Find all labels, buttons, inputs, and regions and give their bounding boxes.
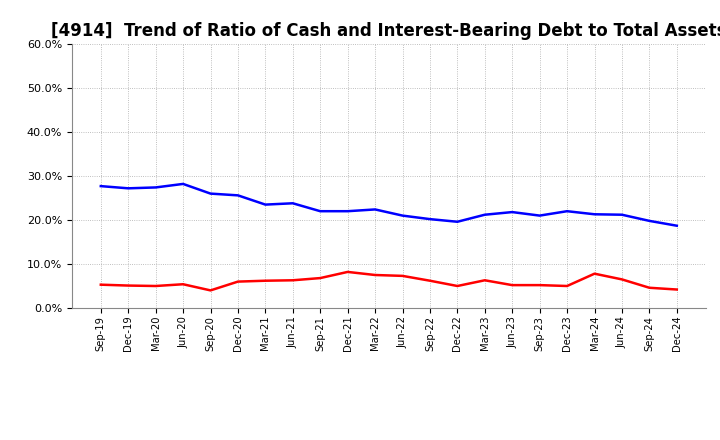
Interest-Bearing Debt: [508, 209, 516, 215]
Interest-Bearing Debt: [289, 201, 297, 206]
Cash: [672, 287, 681, 292]
Cash: [536, 282, 544, 288]
Interest-Bearing Debt: [124, 186, 132, 191]
Cash: [480, 278, 489, 283]
Cash: [289, 278, 297, 283]
Cash: [179, 282, 187, 287]
Cash: [124, 283, 132, 288]
Cash: [371, 272, 379, 278]
Cash: [426, 278, 434, 283]
Cash: [645, 285, 654, 290]
Cash: [343, 269, 352, 275]
Interest-Bearing Debt: [590, 212, 599, 217]
Interest-Bearing Debt: [672, 223, 681, 228]
Title: [4914]  Trend of Ratio of Cash and Interest-Bearing Debt to Total Assets: [4914] Trend of Ratio of Cash and Intere…: [51, 22, 720, 40]
Cash: [618, 277, 626, 282]
Interest-Bearing Debt: [426, 216, 434, 222]
Interest-Bearing Debt: [563, 209, 572, 214]
Interest-Bearing Debt: [233, 193, 242, 198]
Interest-Bearing Debt: [645, 218, 654, 224]
Cash: [151, 283, 160, 289]
Line: Cash: Cash: [101, 272, 677, 290]
Interest-Bearing Debt: [343, 209, 352, 214]
Cash: [206, 288, 215, 293]
Cash: [96, 282, 105, 287]
Cash: [233, 279, 242, 284]
Cash: [316, 275, 325, 281]
Interest-Bearing Debt: [206, 191, 215, 196]
Interest-Bearing Debt: [453, 219, 462, 224]
Interest-Bearing Debt: [316, 209, 325, 214]
Interest-Bearing Debt: [536, 213, 544, 218]
Interest-Bearing Debt: [151, 185, 160, 190]
Interest-Bearing Debt: [371, 207, 379, 212]
Cash: [590, 271, 599, 276]
Interest-Bearing Debt: [480, 212, 489, 217]
Cash: [453, 283, 462, 289]
Cash: [508, 282, 516, 288]
Interest-Bearing Debt: [261, 202, 270, 207]
Interest-Bearing Debt: [398, 213, 407, 218]
Cash: [563, 283, 572, 289]
Interest-Bearing Debt: [96, 183, 105, 189]
Line: Interest-Bearing Debt: Interest-Bearing Debt: [101, 184, 677, 226]
Interest-Bearing Debt: [179, 181, 187, 187]
Cash: [398, 273, 407, 279]
Cash: [261, 278, 270, 283]
Interest-Bearing Debt: [618, 212, 626, 217]
